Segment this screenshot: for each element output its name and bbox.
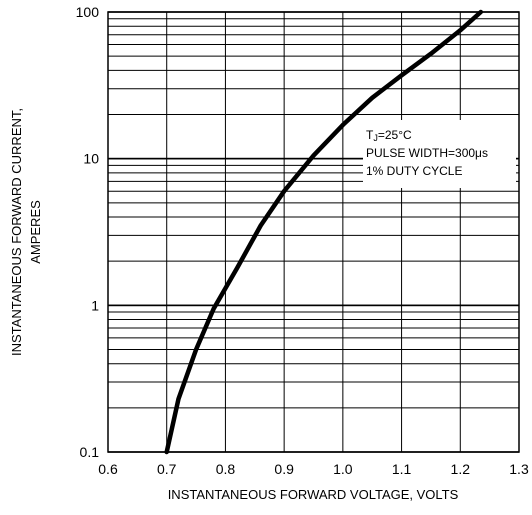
- y-tick-label: 1: [91, 297, 99, 313]
- x-tick-label: 0.7: [157, 461, 177, 477]
- grid: [107, 11, 520, 453]
- x-tick-label: 1.2: [451, 461, 471, 477]
- y-axis-label-line2: AMPERES: [28, 200, 43, 264]
- y-axis-label-line1: INSTANTANEOUS FORWARD CURRENT,: [9, 108, 24, 356]
- annotation-tj-subscript: J: [373, 133, 378, 143]
- x-tick-label: 1.3: [509, 461, 529, 477]
- x-axis-label: INSTANTANEOUS FORWARD VOLTAGE, VOLTS: [168, 487, 459, 502]
- annotation-tj: TJ=25°C: [366, 128, 412, 143]
- plot-frame: [107, 11, 520, 453]
- tick-labels: 0.6 0.7 0.8 0.9 1.0 1.1 1.2 1.3 0.1 1 10 100: [76, 4, 529, 477]
- y-tick-label: 10: [83, 151, 99, 167]
- x-tick-label: 1.1: [392, 461, 412, 477]
- series-line: [164, 9, 484, 455]
- y-tick-label: 0.1: [80, 444, 100, 460]
- x-tick-label: 0.8: [216, 461, 236, 477]
- y-tick-label: 100: [76, 4, 100, 20]
- annotation-duty-cycle: 1% DUTY CYCLE: [366, 164, 462, 178]
- x-tick-label: 1.0: [333, 461, 353, 477]
- annotation-box: [363, 120, 516, 188]
- x-tick-label: 0.9: [274, 461, 294, 477]
- annotation-pulse-width: PULSE WIDTH=300μs: [366, 146, 488, 160]
- x-tick-label: 0.6: [98, 461, 118, 477]
